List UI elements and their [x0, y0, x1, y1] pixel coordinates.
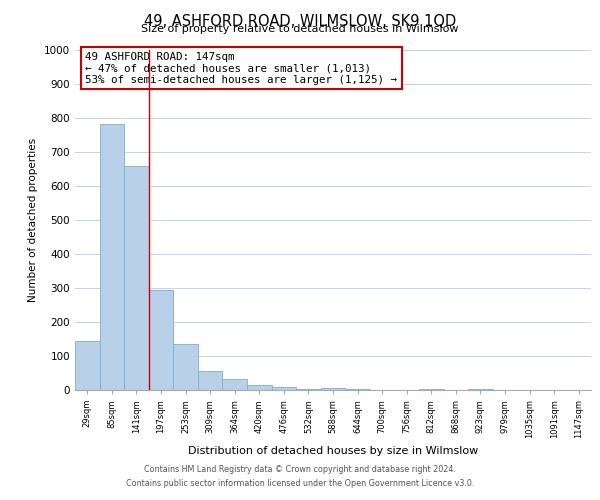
X-axis label: Distribution of detached houses by size in Wilmslow: Distribution of detached houses by size … [188, 446, 478, 456]
Bar [223, 379, 247, 390]
Bar [247, 384, 272, 390]
Y-axis label: Number of detached properties: Number of detached properties [28, 138, 38, 302]
Bar [321, 388, 345, 390]
Bar [198, 372, 223, 390]
Text: Size of property relative to detached houses in Wilmslow: Size of property relative to detached ho… [141, 24, 459, 34]
Bar [75, 342, 100, 390]
Bar [124, 166, 149, 390]
Bar [149, 290, 173, 390]
Text: 49, ASHFORD ROAD, WILMSLOW, SK9 1QD: 49, ASHFORD ROAD, WILMSLOW, SK9 1QD [144, 14, 456, 29]
Bar [173, 344, 198, 390]
Bar [100, 124, 124, 390]
Text: 49 ASHFORD ROAD: 147sqm
← 47% of detached houses are smaller (1,013)
53% of semi: 49 ASHFORD ROAD: 147sqm ← 47% of detache… [85, 52, 397, 85]
Bar [272, 388, 296, 390]
Bar [419, 389, 443, 390]
Text: Contains HM Land Registry data © Crown copyright and database right 2024.
Contai: Contains HM Land Registry data © Crown c… [126, 466, 474, 487]
